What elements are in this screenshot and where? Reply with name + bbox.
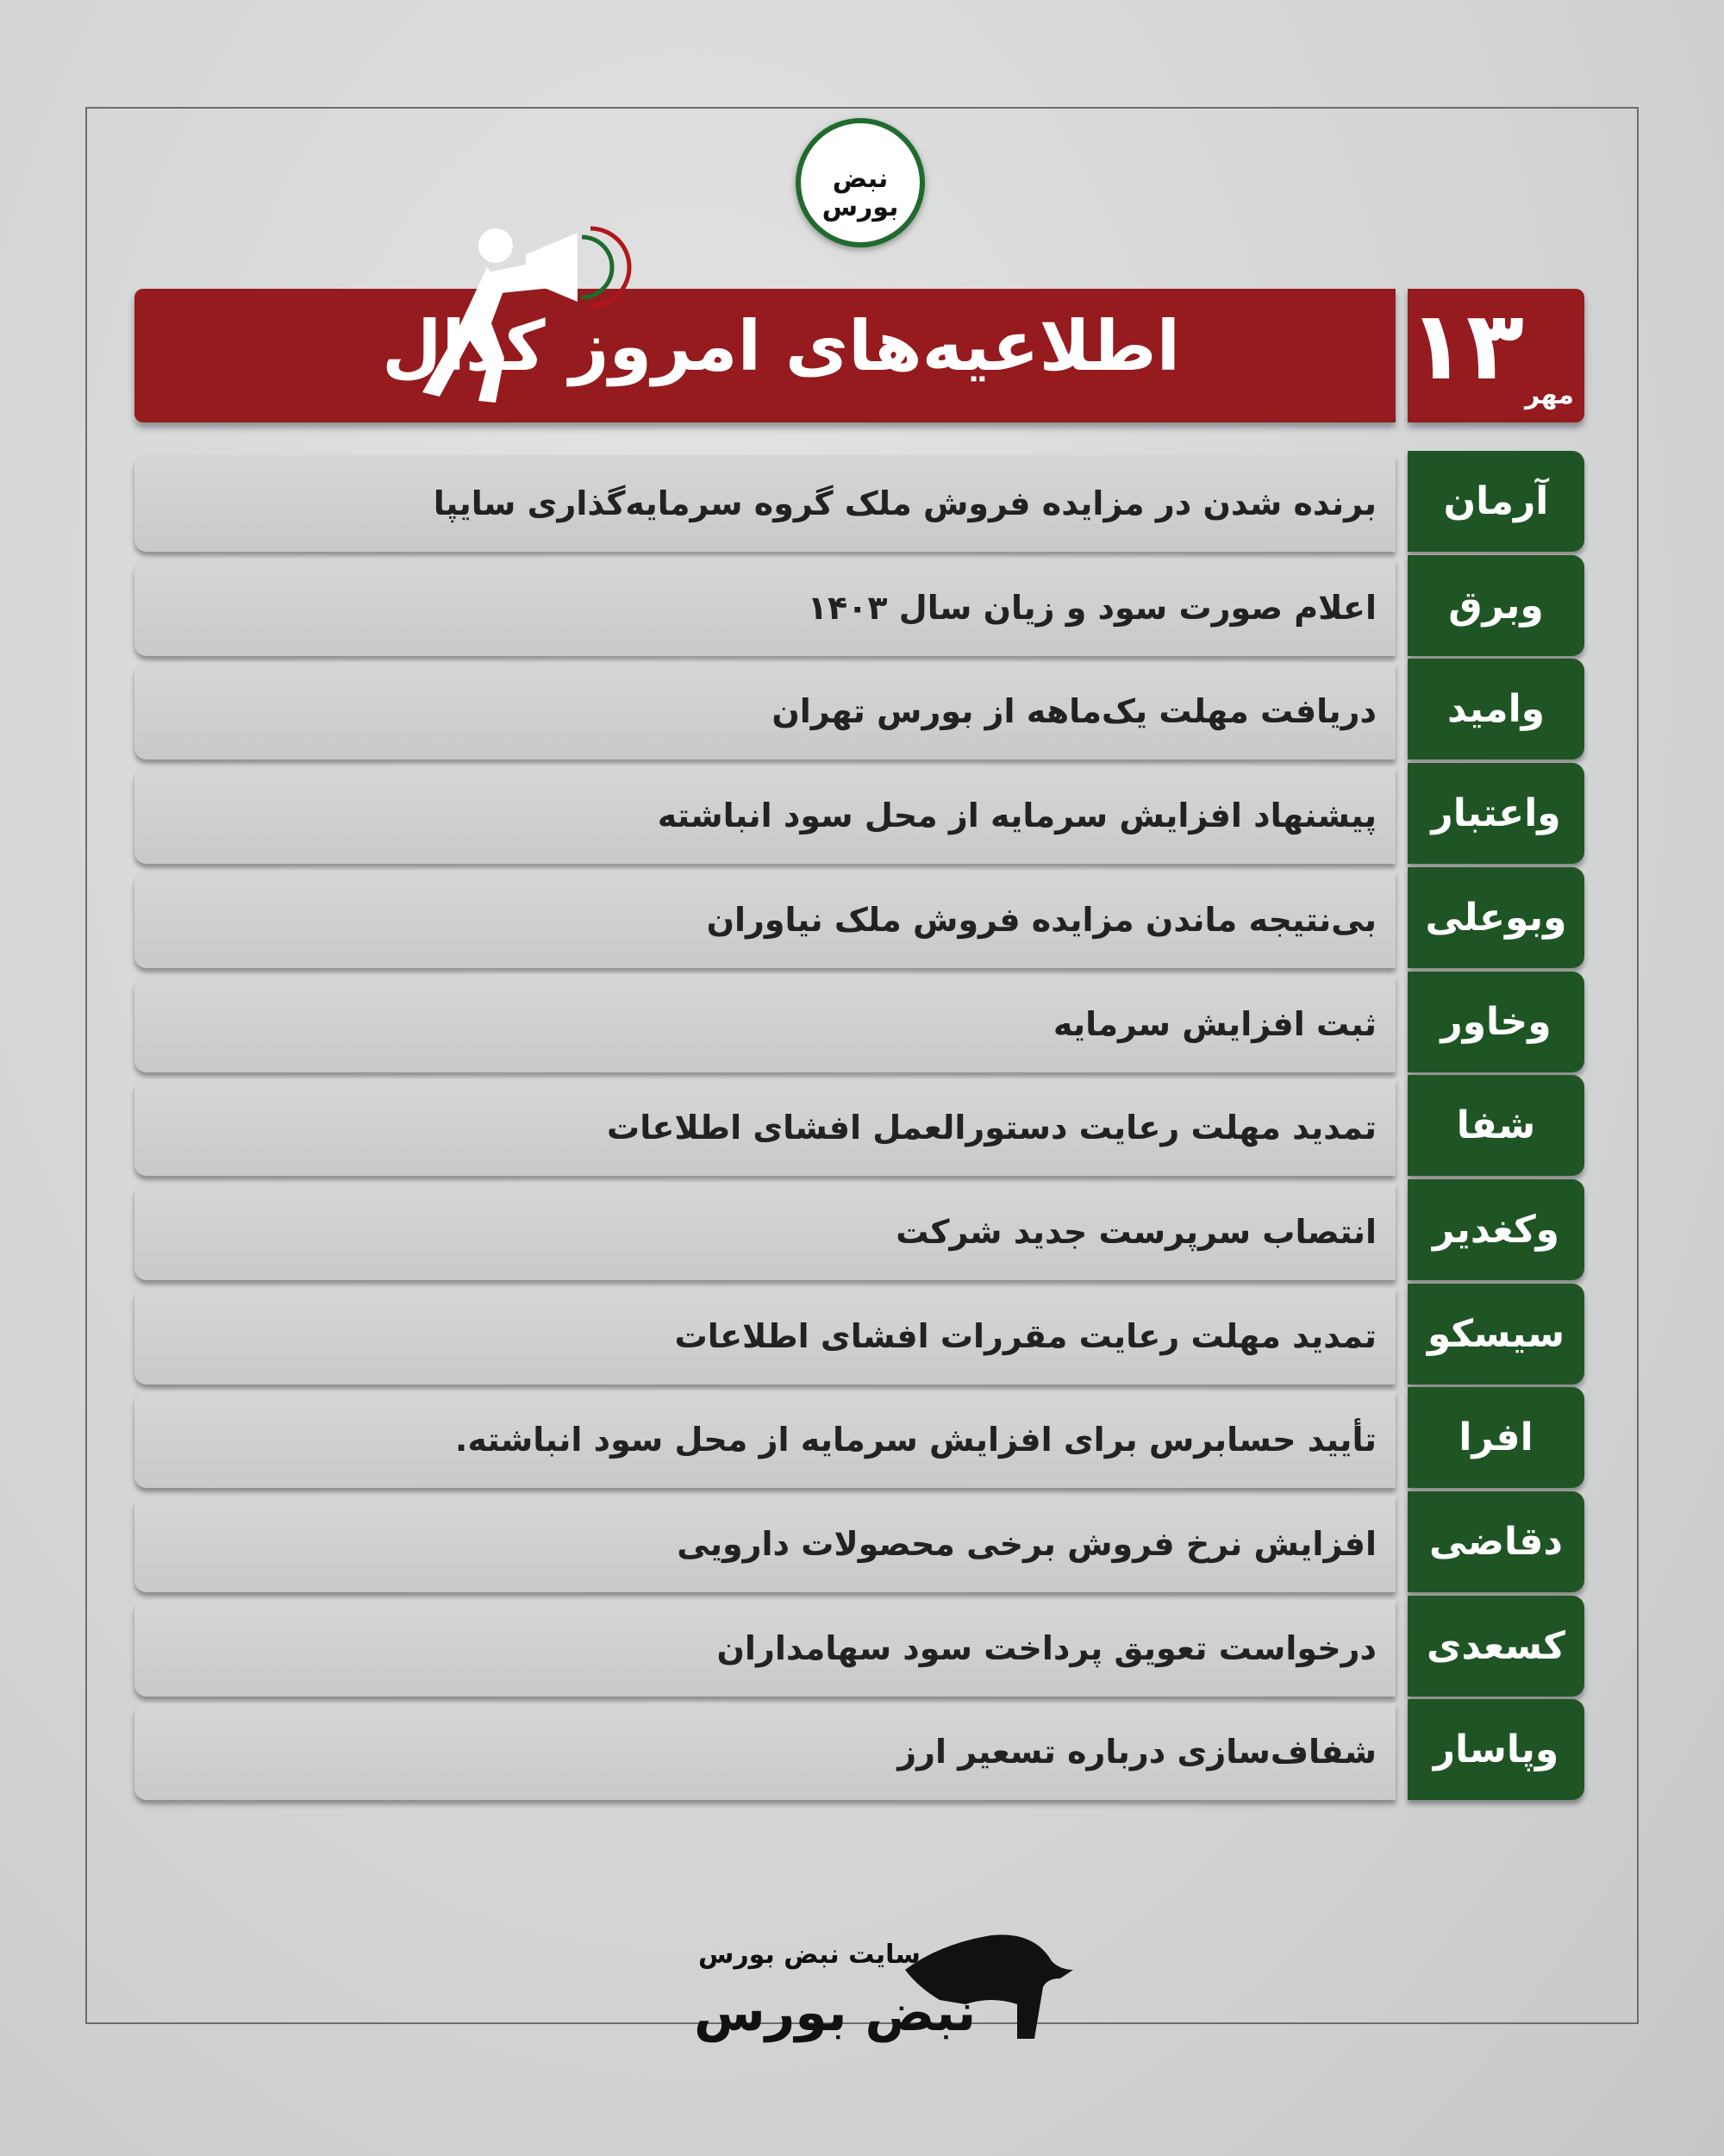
page-title: اطلاعیه‌های امروز کدال bbox=[382, 306, 1180, 386]
announcement-row: افزایش نرخ فروش برخی محصولات دارویی دقاضی bbox=[134, 1491, 1584, 1592]
symbol-badge: دقاضی bbox=[1408, 1491, 1584, 1592]
announcement-row: شفاف‌سازی درباره تسعیر ارز وپاسار bbox=[134, 1699, 1584, 1801]
announcement-row: تمدید مهلت رعایت دستورالعمل افشای اطلاعا… bbox=[134, 1075, 1584, 1177]
symbol-badge: وامید bbox=[1408, 659, 1584, 760]
announcement-text: دریافت مهلت یک‌ماهه از بورس تهران bbox=[134, 663, 1396, 760]
bull-icon bbox=[905, 1934, 1073, 2039]
footer-site-label: سایت نبض بورس bbox=[698, 1940, 921, 1970]
announcement-text: ثبت افزایش سرمایه bbox=[134, 975, 1396, 1072]
symbol-badge: آرمان bbox=[1408, 451, 1584, 552]
announcement-row: برنده شدن در مزایده فروش ملک گروه سرمایه… bbox=[134, 451, 1584, 552]
announcement-row: درخواست تعویق پرداخت سود سهامداران کسعدی bbox=[134, 1595, 1584, 1697]
announcement-text: برنده شدن در مزایده فروش ملک گروه سرمایه… bbox=[134, 455, 1396, 552]
symbol-badge: واعتبار bbox=[1408, 763, 1584, 865]
announcement-text: شفاف‌سازی درباره تسعیر ارز bbox=[134, 1703, 1396, 1801]
symbol-badge: وخاور bbox=[1408, 971, 1584, 1072]
date-box: ۱۳ مهر bbox=[1408, 289, 1584, 422]
date-day: ۱۳ bbox=[1408, 291, 1524, 401]
announcement-row: تمدید مهلت رعایت مقررات افشای اطلاعات سیس… bbox=[134, 1283, 1584, 1384]
announcement-text: تمدید مهلت رعایت مقررات افشای اطلاعات bbox=[134, 1287, 1396, 1384]
symbol-badge: کسعدی bbox=[1408, 1595, 1584, 1697]
announcement-row: بی‌نتیجه ماندن مزایده فروش ملک نیاوران وب… bbox=[134, 866, 1584, 968]
announcement-row: انتصاب سرپرست جدید شرکت وکغدیر bbox=[134, 1178, 1584, 1280]
announcement-text: بی‌نتیجه ماندن مزایده فروش ملک نیاوران bbox=[134, 871, 1396, 968]
announcement-row: اعلام صورت سود و زیان سال ۱۴۰۳ وبرق bbox=[134, 554, 1584, 656]
brand-logo-text: نبض بورس bbox=[821, 164, 899, 222]
announcement-row: ثبت افزایش سرمایه وخاور bbox=[134, 971, 1584, 1072]
symbol-badge: افرا bbox=[1408, 1387, 1584, 1489]
symbol-badge: وبوعلی bbox=[1408, 866, 1584, 968]
symbol-badge: وپاسار bbox=[1408, 1699, 1584, 1801]
megaphone-runner-icon bbox=[422, 226, 632, 403]
symbol-badge: شفا bbox=[1408, 1075, 1584, 1177]
page-frame bbox=[85, 107, 1639, 2024]
announcement-text: افزایش نرخ فروش برخی محصولات دارویی bbox=[134, 1496, 1396, 1592]
symbol-badge: وبرق bbox=[1408, 554, 1584, 656]
announcement-text: اعلام صورت سود و زیان سال ۱۴۰۳ bbox=[134, 559, 1396, 656]
announcement-text: تأیید حسابرس برای افزایش سرمایه از محل س… bbox=[134, 1391, 1396, 1489]
announcement-row: تأیید حسابرس برای افزایش سرمایه از محل س… bbox=[134, 1387, 1584, 1489]
announcement-row: پیشنهاد افزایش سرمایه از محل سود انباشته… bbox=[134, 763, 1584, 865]
announcement-row: دریافت مهلت یک‌ماهه از بورس تهران وامید bbox=[134, 659, 1584, 760]
header-banner: اطلاعیه‌های امروز کدال bbox=[134, 289, 1396, 422]
announcement-text: پیشنهاد افزایش سرمایه از محل سود انباشته bbox=[134, 767, 1396, 865]
announcement-text: درخواست تعویق پرداخت سود سهامداران bbox=[134, 1599, 1396, 1697]
announcement-text: انتصاب سرپرست جدید شرکت bbox=[134, 1183, 1396, 1280]
symbol-badge: سیسکو bbox=[1408, 1283, 1584, 1384]
announcement-text: تمدید مهلت رعایت دستورالعمل افشای اطلاعا… bbox=[134, 1079, 1396, 1177]
symbol-badge: وکغدیر bbox=[1408, 1178, 1584, 1280]
brand-logo: نبض بورس bbox=[796, 118, 925, 247]
date-month: مهر bbox=[1524, 380, 1574, 410]
footer-logo: سایت نبض بورس نبض بورس bbox=[690, 1918, 1078, 2056]
